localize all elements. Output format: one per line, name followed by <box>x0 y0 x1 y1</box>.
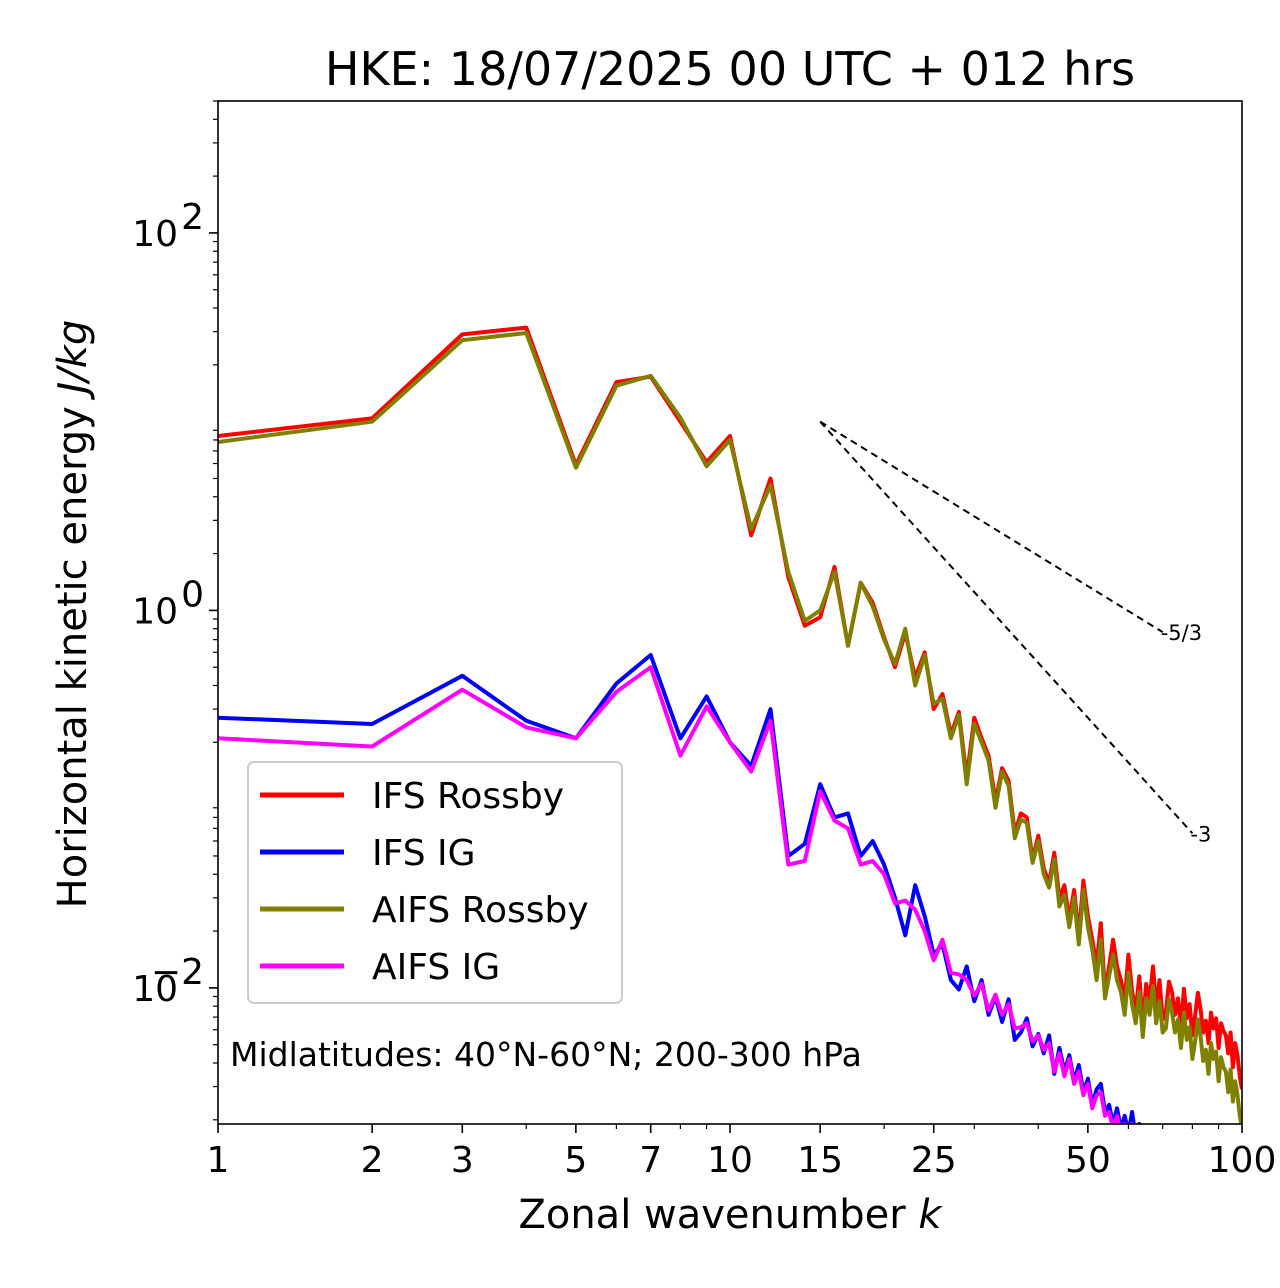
legend-label: AIFS IG <box>372 947 500 988</box>
reference-label: -5/3 <box>1161 621 1202 645</box>
y-tick-exponent: 0 <box>181 574 204 615</box>
series-aifs-ig <box>218 665 1135 1124</box>
legend-frame <box>247 761 623 1004</box>
reference-slopes: -5/3 -3 <box>819 420 1211 846</box>
x-axis-ticks: 1 2 3 5 7 10 15 25 50 100 <box>207 1124 1277 1181</box>
x-tick-label: 3 <box>451 1140 474 1181</box>
y-tick-label: 10 <box>132 969 178 1010</box>
chart-title: HKE: 18/07/2025 00 UTC + 012 hrs <box>325 42 1135 96</box>
reference-label: -3 <box>1190 822 1211 846</box>
x-tick-label: 25 <box>911 1140 957 1181</box>
reference-line <box>819 420 1194 834</box>
x-tick-label: 5 <box>564 1140 587 1181</box>
x-tick-label: 100 <box>1208 1140 1277 1181</box>
x-tick-label: 10 <box>707 1140 753 1181</box>
y-tick-label: 10 <box>132 591 178 632</box>
y-tick-label: 10 <box>132 214 178 255</box>
y-axis-label: Horizontal kinetic energy J/kg <box>50 320 96 909</box>
x-tick-label: 1 <box>207 1140 230 1181</box>
legend-label: IFS IG <box>372 833 476 874</box>
legend: IFS Rossby IFS IG AIFS Rossby AIFS IG <box>247 761 623 1004</box>
legend-label: IFS Rossby <box>372 776 564 817</box>
x-tick-label: 7 <box>639 1140 662 1181</box>
x-axis-label: Zonal wavenumber k <box>518 1192 943 1238</box>
y-tick-exponent: 2 <box>181 197 204 238</box>
plot-frame <box>217 100 1243 1125</box>
y-minor-ticks <box>213 100 1220 1129</box>
x-tick-label: 15 <box>797 1140 843 1181</box>
series-layer <box>218 325 1242 1124</box>
x-tick-label: 50 <box>1065 1140 1111 1181</box>
y-axis-ticks: 10 210 010−2 <box>132 197 218 1010</box>
legend-label: AIFS Rossby <box>372 890 589 931</box>
series-aifs-rossby <box>218 331 1242 1124</box>
region-annotation: Midlatitudes: 40°N-60°N; 200-300 hPa <box>230 1035 862 1074</box>
y-tick-exponent: −2 <box>151 952 204 993</box>
x-tick-label: 2 <box>361 1140 384 1181</box>
